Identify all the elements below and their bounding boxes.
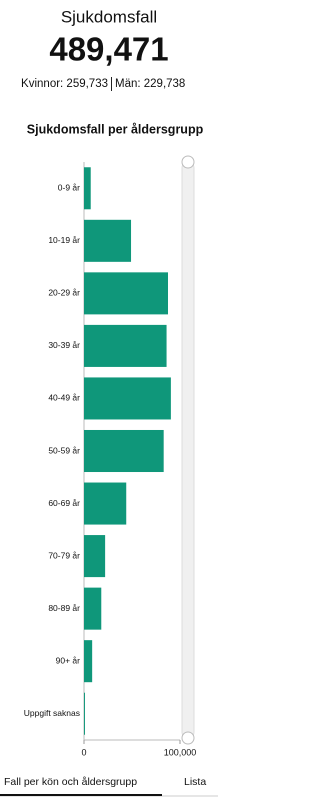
total-cases: 489,471 [49, 31, 168, 68]
scroll-handle-bottom[interactable] [181, 731, 195, 745]
bar [84, 377, 171, 420]
bar [84, 219, 132, 262]
x-tick-label: 0 [81, 747, 86, 757]
category-label: 40-49 år [48, 393, 80, 403]
category-label: 20-29 år [48, 288, 80, 298]
scrollbar[interactable] [181, 161, 195, 739]
men-cases: Män: 229,738 [115, 78, 185, 90]
bar [84, 272, 168, 315]
bar [84, 692, 85, 735]
bar [84, 482, 127, 525]
header-title: Sjukdomsfall [61, 7, 157, 26]
x-tick-label: 100,000 [164, 747, 197, 757]
bar [84, 587, 102, 630]
page: {"header": {"title": "Sjukdomsfall", "to… [0, 7, 218, 797]
bar [84, 535, 106, 578]
bar [84, 167, 91, 210]
bar [84, 324, 167, 367]
category-label: 60-69 år [48, 498, 80, 508]
category-label: 50-59 år [48, 445, 80, 455]
category-label: 30-39 år [48, 340, 80, 350]
bar [84, 640, 93, 683]
category-label: 90+ år [56, 655, 81, 665]
tab[interactable]: Fall per kön och åldersgrupp [4, 776, 137, 788]
scroll-handle-top[interactable] [181, 155, 195, 169]
women-cases: Kvinnor: 259,733 [21, 78, 108, 90]
tab[interactable]: Lista [184, 776, 206, 788]
category-label: 80-89 år [48, 603, 80, 613]
bar [84, 429, 164, 473]
category-label: Uppgift saknas [24, 708, 80, 718]
dashboard: Sjukdomsfall 489,471 Kvinnor: 259,733 Mä… [0, 7, 218, 797]
category-label: 70-79 år [48, 550, 80, 560]
category-label: 10-19 år [48, 235, 80, 245]
chart-title: Sjukdomsfall per åldersgrupp [27, 122, 204, 136]
category-label: 0-9 år [58, 183, 80, 193]
